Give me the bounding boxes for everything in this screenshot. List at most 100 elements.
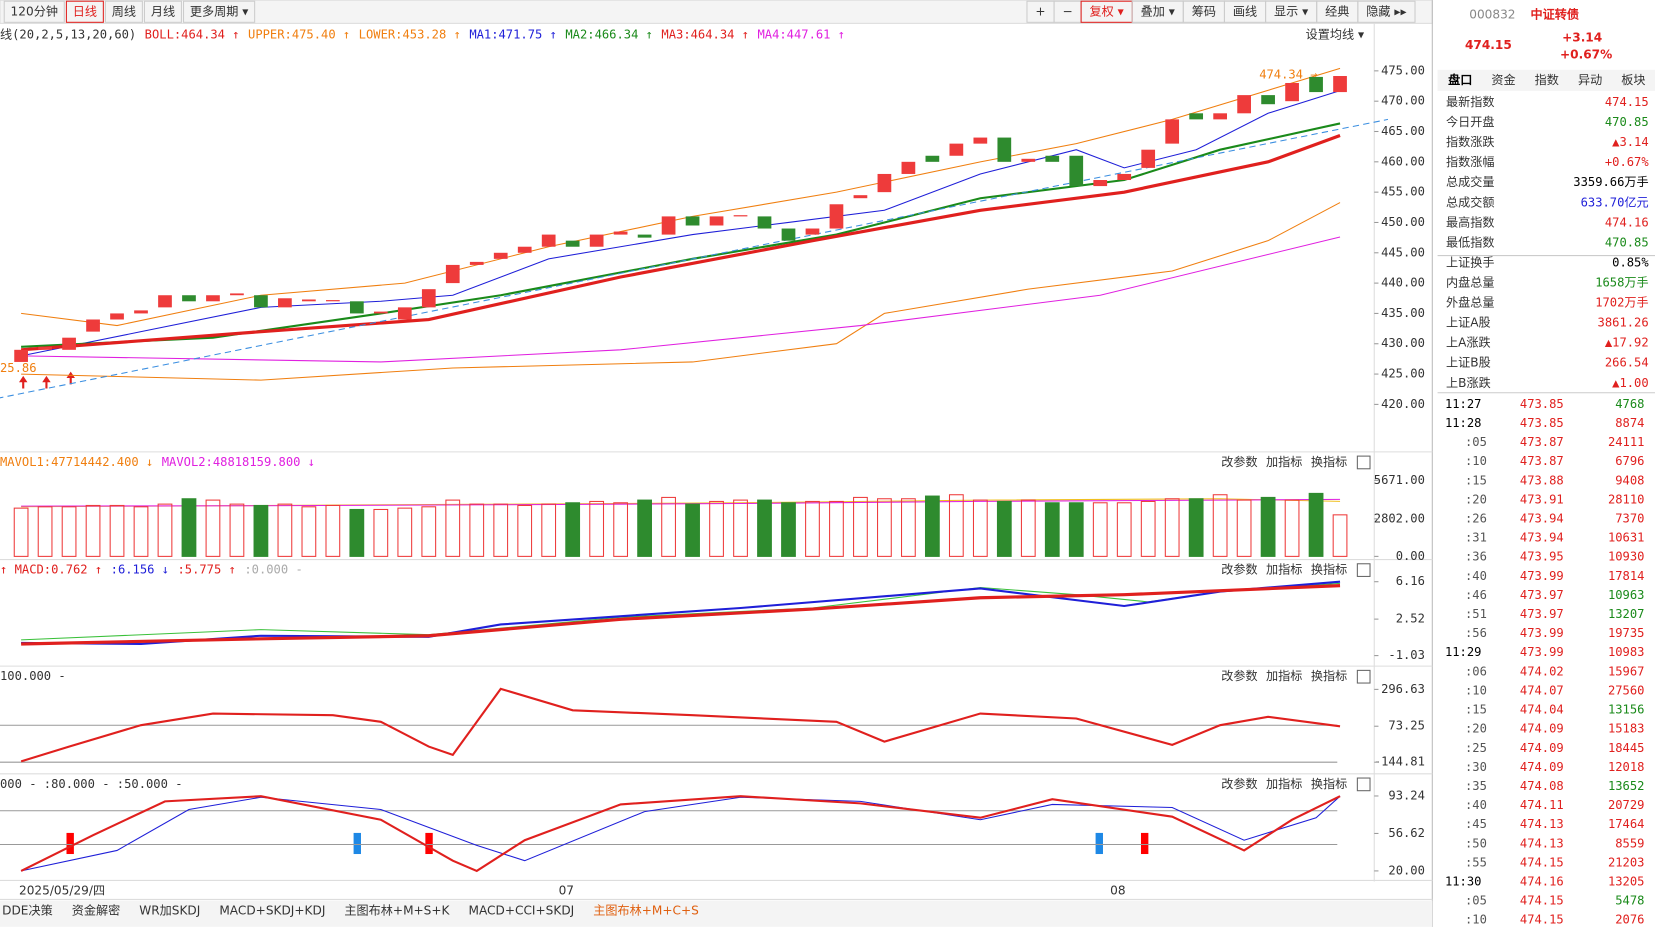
period-tab[interactable]: 120分钟 xyxy=(11,3,58,18)
candle xyxy=(565,240,580,247)
panel-tool[interactable]: 改参数 xyxy=(1221,668,1257,683)
volume-bar xyxy=(948,494,964,557)
tick-volume: 4768 xyxy=(1615,397,1644,411)
candle xyxy=(1237,95,1251,114)
tool-button[interactable]: + xyxy=(1035,4,1045,18)
candle xyxy=(1117,173,1132,181)
candle xyxy=(1189,113,1204,120)
volume-bar xyxy=(301,506,317,557)
indicator-tab[interactable]: 资金解密 xyxy=(72,903,121,918)
period-tab[interactable]: 周线 xyxy=(112,4,136,18)
tick-time: :20 xyxy=(1465,722,1487,736)
quote-label: 内盘总量 xyxy=(1446,275,1495,290)
period-tab[interactable]: 更多周期 ▾ xyxy=(190,4,249,18)
quote-value: 266.54 xyxy=(1605,356,1649,370)
period-tab[interactable]: 日线 xyxy=(73,4,97,18)
panel-tool[interactable]: 换指标 xyxy=(1311,776,1347,791)
volume-bar xyxy=(972,499,988,557)
indicator-line xyxy=(20,133,1341,352)
volume-bar xyxy=(1308,492,1324,557)
quote-tab[interactable]: 异动 xyxy=(1578,73,1602,87)
candle xyxy=(62,337,76,350)
candle xyxy=(973,137,988,144)
y-tick-label: 420.00 xyxy=(1381,397,1425,411)
tick-volume: 20729 xyxy=(1608,798,1645,812)
period-tab[interactable]: 月线 xyxy=(151,4,175,18)
tick-price: 474.15 xyxy=(1520,855,1564,869)
candle xyxy=(1069,155,1084,187)
panel-close[interactable] xyxy=(1356,669,1371,684)
quote-tab[interactable]: 指数 xyxy=(1535,72,1559,87)
volume-bar xyxy=(901,498,916,557)
indicator-tab[interactable]: DDE决策 xyxy=(2,904,53,918)
tool-button[interactable]: 筹码 xyxy=(1192,4,1216,18)
tick-price: 474.04 xyxy=(1520,703,1564,717)
y-tick-label: 440.00 xyxy=(1381,276,1425,290)
ma-setting[interactable]: 设置均线 ▾ xyxy=(1306,27,1365,41)
quote-tab[interactable]: 板块 xyxy=(1621,73,1645,87)
panel-tool[interactable]: 换指标 xyxy=(1311,562,1347,577)
panel-tool[interactable]: 加指标 xyxy=(1266,454,1302,469)
panel-tool[interactable]: 加指标 xyxy=(1266,668,1302,683)
tool-button[interactable]: 叠加 ▾ xyxy=(1141,4,1176,18)
indicator-tab[interactable]: WR加SKDJ xyxy=(139,904,200,918)
y-tick-label: -144.81 xyxy=(1374,755,1425,769)
tick-time: :15 xyxy=(1465,703,1487,717)
indicator-line xyxy=(20,795,1341,872)
tool-button[interactable]: 画线 xyxy=(1233,4,1257,18)
tool-button[interactable]: 经典 xyxy=(1325,4,1349,18)
indicator-header: :6.156 ↓ xyxy=(111,563,169,577)
tick-volume: 8559 xyxy=(1615,836,1644,850)
tick-volume: 28110 xyxy=(1608,492,1645,506)
tick-volume: 21203 xyxy=(1608,855,1645,869)
panel-tool[interactable]: 改参数 xyxy=(1221,776,1257,791)
volume-bar xyxy=(781,502,796,557)
tick-price: 473.99 xyxy=(1520,569,1564,583)
tick-volume: 10983 xyxy=(1608,645,1645,659)
quote-tab[interactable]: 盘口 xyxy=(1448,72,1472,87)
panel-tool[interactable]: 加指标 xyxy=(1266,562,1302,577)
tick-time: :15 xyxy=(1465,473,1487,487)
tick-volume: 13207 xyxy=(1608,607,1645,621)
tool-button[interactable]: − xyxy=(1062,4,1072,18)
candle xyxy=(1165,119,1180,144)
indicator-header: 100.000 - xyxy=(0,669,66,683)
tick-volume: 5478 xyxy=(1615,894,1644,908)
volume-bar xyxy=(685,503,700,557)
quote-label: 上证B股 xyxy=(1446,356,1491,370)
tick-price: 474.15 xyxy=(1520,913,1564,927)
panel-close[interactable] xyxy=(1356,455,1371,470)
indicator-tab[interactable]: 主图布林+M+C+S xyxy=(593,904,699,918)
panel-tool[interactable]: 换指标 xyxy=(1311,668,1347,683)
tick-volume: 10963 xyxy=(1608,588,1645,602)
candle xyxy=(877,173,892,193)
indicator-tab[interactable]: MACD+SKDJ+KDJ xyxy=(219,904,325,918)
panel-close[interactable] xyxy=(1356,777,1371,792)
candle xyxy=(1261,95,1275,105)
candle xyxy=(733,215,748,217)
volume-bar xyxy=(13,507,29,557)
period-tab-box xyxy=(143,0,182,23)
tool-button[interactable]: 显示 ▾ xyxy=(1274,4,1309,18)
panel-close[interactable] xyxy=(1356,563,1371,577)
y-tick-label: 0.00 xyxy=(1396,549,1425,563)
candle xyxy=(781,228,796,241)
quote-tab[interactable]: 资金 xyxy=(1491,72,1515,87)
indicator-tab[interactable]: 主图布林+M+S+K xyxy=(344,904,450,918)
y-tick-label: 470.00 xyxy=(1381,94,1425,108)
tool-button[interactable]: 隐藏 ▸▸ xyxy=(1366,4,1407,18)
panel-tool[interactable]: 改参数 xyxy=(1221,562,1257,577)
volume-bar xyxy=(1140,500,1156,557)
panel-tool[interactable]: 改参数 xyxy=(1221,454,1257,469)
tick-price: 474.16 xyxy=(1520,874,1564,888)
tool-button[interactable]: 复权 ▾ xyxy=(1090,4,1125,18)
panel-tool[interactable]: 换指标 xyxy=(1311,454,1347,469)
indicator-tab[interactable]: MACD+CCI+SKDJ xyxy=(469,904,575,918)
tick-time: :10 xyxy=(1465,683,1487,697)
volume-bar xyxy=(397,507,413,557)
quote-label: 上证A股 xyxy=(1446,316,1491,330)
panel-tool[interactable]: 加指标 xyxy=(1266,776,1302,791)
volume-bar xyxy=(733,499,748,557)
tick-volume: 17814 xyxy=(1608,569,1645,583)
